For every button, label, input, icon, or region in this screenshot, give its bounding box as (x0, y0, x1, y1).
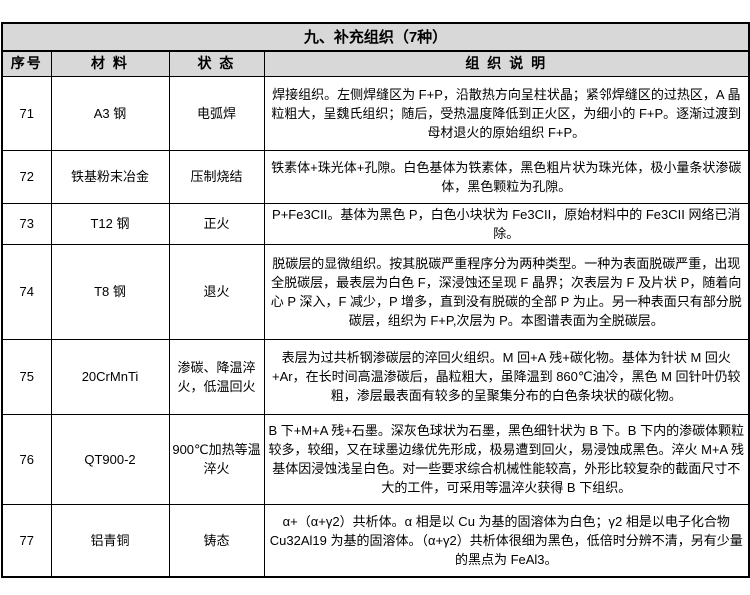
description-cell: 脱碳层的显微组织。按其脱碳严重程序分为两种类型。一种为表面脱碳严重，出现全脱碳层… (263, 243, 750, 340)
serial-cell: 74 (1, 243, 52, 340)
table-header-row: 序号 材 料 状 态 组 织 说 明 (1, 50, 750, 77)
serial-cell: 75 (1, 338, 52, 415)
description-cell: P+Fe3CII。基体为黑色 P，白色小块状为 Fe3CII，原始材料中的 Fe… (263, 202, 750, 245)
header-description: 组 织 说 明 (263, 50, 750, 77)
state-cell: 正火 (168, 202, 265, 245)
serial-cell: 77 (1, 503, 52, 578)
header-serial: 序号 (1, 50, 52, 77)
table-title: 九、补充组织（7种） (1, 22, 750, 52)
material-cell: 20CrMnTi (50, 338, 170, 415)
state-cell: 压制烧结 (168, 149, 265, 204)
material-cell: T8 钢 (50, 243, 170, 340)
serial-cell: 73 (1, 202, 52, 245)
table-row: 71 A3 钢 电弧焊 焊接组织。左侧焊缝区为 F+P，沿散热方向呈柱状晶；紧邻… (1, 75, 750, 151)
table-row: 77 铝青铜 铸态 α+（α+γ2）共析体。α 相是以 Cu 为基的固溶体为白色… (1, 503, 750, 578)
state-cell: 退火 (168, 243, 265, 340)
state-cell: 铸态 (168, 503, 265, 578)
state-cell: 渗碳、降温淬火，低温回火 (168, 338, 265, 415)
description-cell: α+（α+γ2）共析体。α 相是以 Cu 为基的固溶体为白色；γ2 相是以电子化… (263, 503, 750, 578)
description-cell: 铁素体+珠光体+孔隙。白色基体为铁素体，黑色粗片状为珠光体，极小量条状渗碳体，黑… (263, 149, 750, 204)
material-cell: 铝青铜 (50, 503, 170, 578)
state-cell: 900℃加热等温淬火 (168, 413, 265, 505)
table-row: 73 T12 钢 正火 P+Fe3CII。基体为黑色 P，白色小块状为 Fe3C… (1, 202, 750, 245)
description-cell: 焊接组织。左侧焊缝区为 F+P，沿散热方向呈柱状晶；紧邻焊缝区的过热区，A 晶粒… (263, 75, 750, 151)
material-cell: QT900-2 (50, 413, 170, 505)
table-row: 76 QT900-2 900℃加热等温淬火 B 下+M+A 残+石墨。深灰色球状… (1, 413, 750, 505)
material-cell: 铁基粉末冶金 (50, 149, 170, 204)
serial-cell: 71 (1, 75, 52, 151)
serial-cell: 72 (1, 149, 52, 204)
material-cell: A3 钢 (50, 75, 170, 151)
table-title-row: 九、补充组织（7种） (1, 22, 750, 52)
table-row: 74 T8 钢 退火 脱碳层的显微组织。按其脱碳严重程序分为两种类型。一种为表面… (1, 243, 750, 340)
header-material: 材 料 (50, 50, 170, 77)
serial-cell: 76 (1, 413, 52, 505)
table-row: 75 20CrMnTi 渗碳、降温淬火，低温回火 表层为过共析钢渗碳层的淬回火组… (1, 338, 750, 415)
table-row: 72 铁基粉末冶金 压制烧结 铁素体+珠光体+孔隙。白色基体为铁素体，黑色粗片状… (1, 149, 750, 204)
supplementary-structures-table: 九、补充组织（7种） 序号 材 料 状 态 组 织 说 明 71 A3 钢 电弧… (1, 22, 750, 578)
header-state: 状 态 (168, 50, 265, 77)
material-cell: T12 钢 (50, 202, 170, 245)
description-cell: 表层为过共析钢渗碳层的淬回火组织。M 回+A 残+碳化物。基体为针状 M 回火+… (263, 338, 750, 415)
description-cell: B 下+M+A 残+石墨。深灰色球状为石墨，黑色细针状为 B 下。B 下内的渗碳… (263, 413, 750, 505)
state-cell: 电弧焊 (168, 75, 265, 151)
